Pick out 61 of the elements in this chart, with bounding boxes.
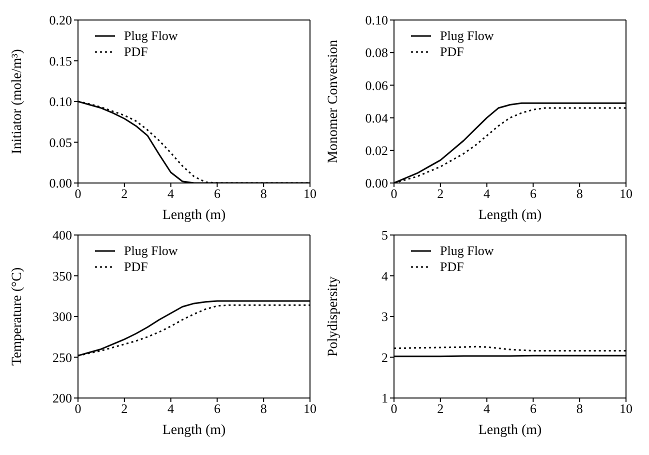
x-tick-label: 2	[121, 186, 128, 202]
x-tick-label: 8	[260, 401, 267, 416]
y-tick-label: 250	[52, 350, 72, 365]
legend-label: PDF	[440, 44, 464, 60]
y-tick-label: 1	[382, 390, 388, 406]
x-axis-title: Length (m)	[162, 208, 226, 223]
y-tick-label: 4	[382, 268, 388, 284]
x-tick-label: 10	[304, 401, 316, 416]
legend-label: PDF	[124, 44, 148, 60]
y-tick-label: 400	[52, 228, 72, 243]
x-tick-label: 0	[390, 186, 398, 202]
y-tick-label: 0.15	[49, 53, 72, 68]
x-tick-label: 10	[304, 186, 316, 202]
x-tick-label: 10	[620, 186, 632, 202]
y-tick-label: 0.10	[365, 12, 388, 28]
legend-label: Plug Flow	[124, 243, 178, 259]
x-tick-label: 4	[168, 401, 175, 416]
x-tick-label: 8	[260, 186, 267, 202]
y-tick-label: 0.02	[365, 143, 388, 158]
x-tick-label: 6	[214, 186, 221, 202]
y-tick-label: 0.10	[49, 94, 72, 110]
y-tick-label: 350	[52, 268, 72, 284]
x-tick-label: 0	[390, 401, 398, 416]
y-tick-label: 0.08	[365, 45, 388, 60]
legend-label: Plug Flow	[440, 28, 494, 44]
y-axis-title: Monomer Conversion	[326, 40, 341, 164]
y-tick-label: 0.00	[49, 176, 72, 191]
legend-label: Plug Flow	[124, 28, 178, 44]
x-tick-label: 4	[484, 401, 491, 416]
x-tick-label: 0	[74, 401, 82, 416]
y-tick-label: 0.05	[49, 134, 72, 150]
x-tick-label: 2	[437, 401, 444, 416]
y-tick-label: 0.20	[49, 12, 72, 28]
x-tick-label: 4	[168, 186, 175, 202]
x-tick-label: 6	[214, 401, 221, 416]
legend-label: Plug Flow	[440, 243, 494, 259]
x-tick-label: 2	[121, 401, 128, 416]
x-axis-title: Length (m)	[162, 423, 226, 438]
y-tick-label: 0.00	[365, 176, 388, 191]
x-tick-label: 6	[530, 186, 537, 202]
x-tick-label: 10	[620, 401, 632, 416]
x-tick-label: 2	[437, 186, 444, 202]
x-tick-label: 4	[484, 186, 491, 202]
legend-label: PDF	[124, 259, 148, 275]
y-axis-title: Temperature (°C)	[10, 267, 25, 366]
y-tick-label: 0.04	[365, 110, 388, 126]
y-tick-label: 0.06	[365, 78, 388, 93]
x-tick-label: 0	[74, 186, 82, 202]
x-tick-label: 6	[530, 401, 537, 416]
y-tick-label: 3	[382, 309, 388, 324]
y-tick-label: 5	[382, 228, 388, 243]
y-axis-title: Polydispersity	[326, 276, 341, 357]
x-axis-title: Length (m)	[478, 423, 542, 438]
y-tick-label: 2	[382, 350, 388, 365]
y-axis-title: Initiator (mole/m³)	[10, 48, 25, 154]
y-tick-label: 200	[52, 390, 72, 406]
x-tick-label: 8	[576, 186, 583, 202]
legend-label: PDF	[440, 259, 464, 275]
y-tick-label: 300	[52, 309, 72, 324]
x-axis-title: Length (m)	[478, 208, 542, 223]
x-tick-label: 8	[576, 401, 583, 416]
